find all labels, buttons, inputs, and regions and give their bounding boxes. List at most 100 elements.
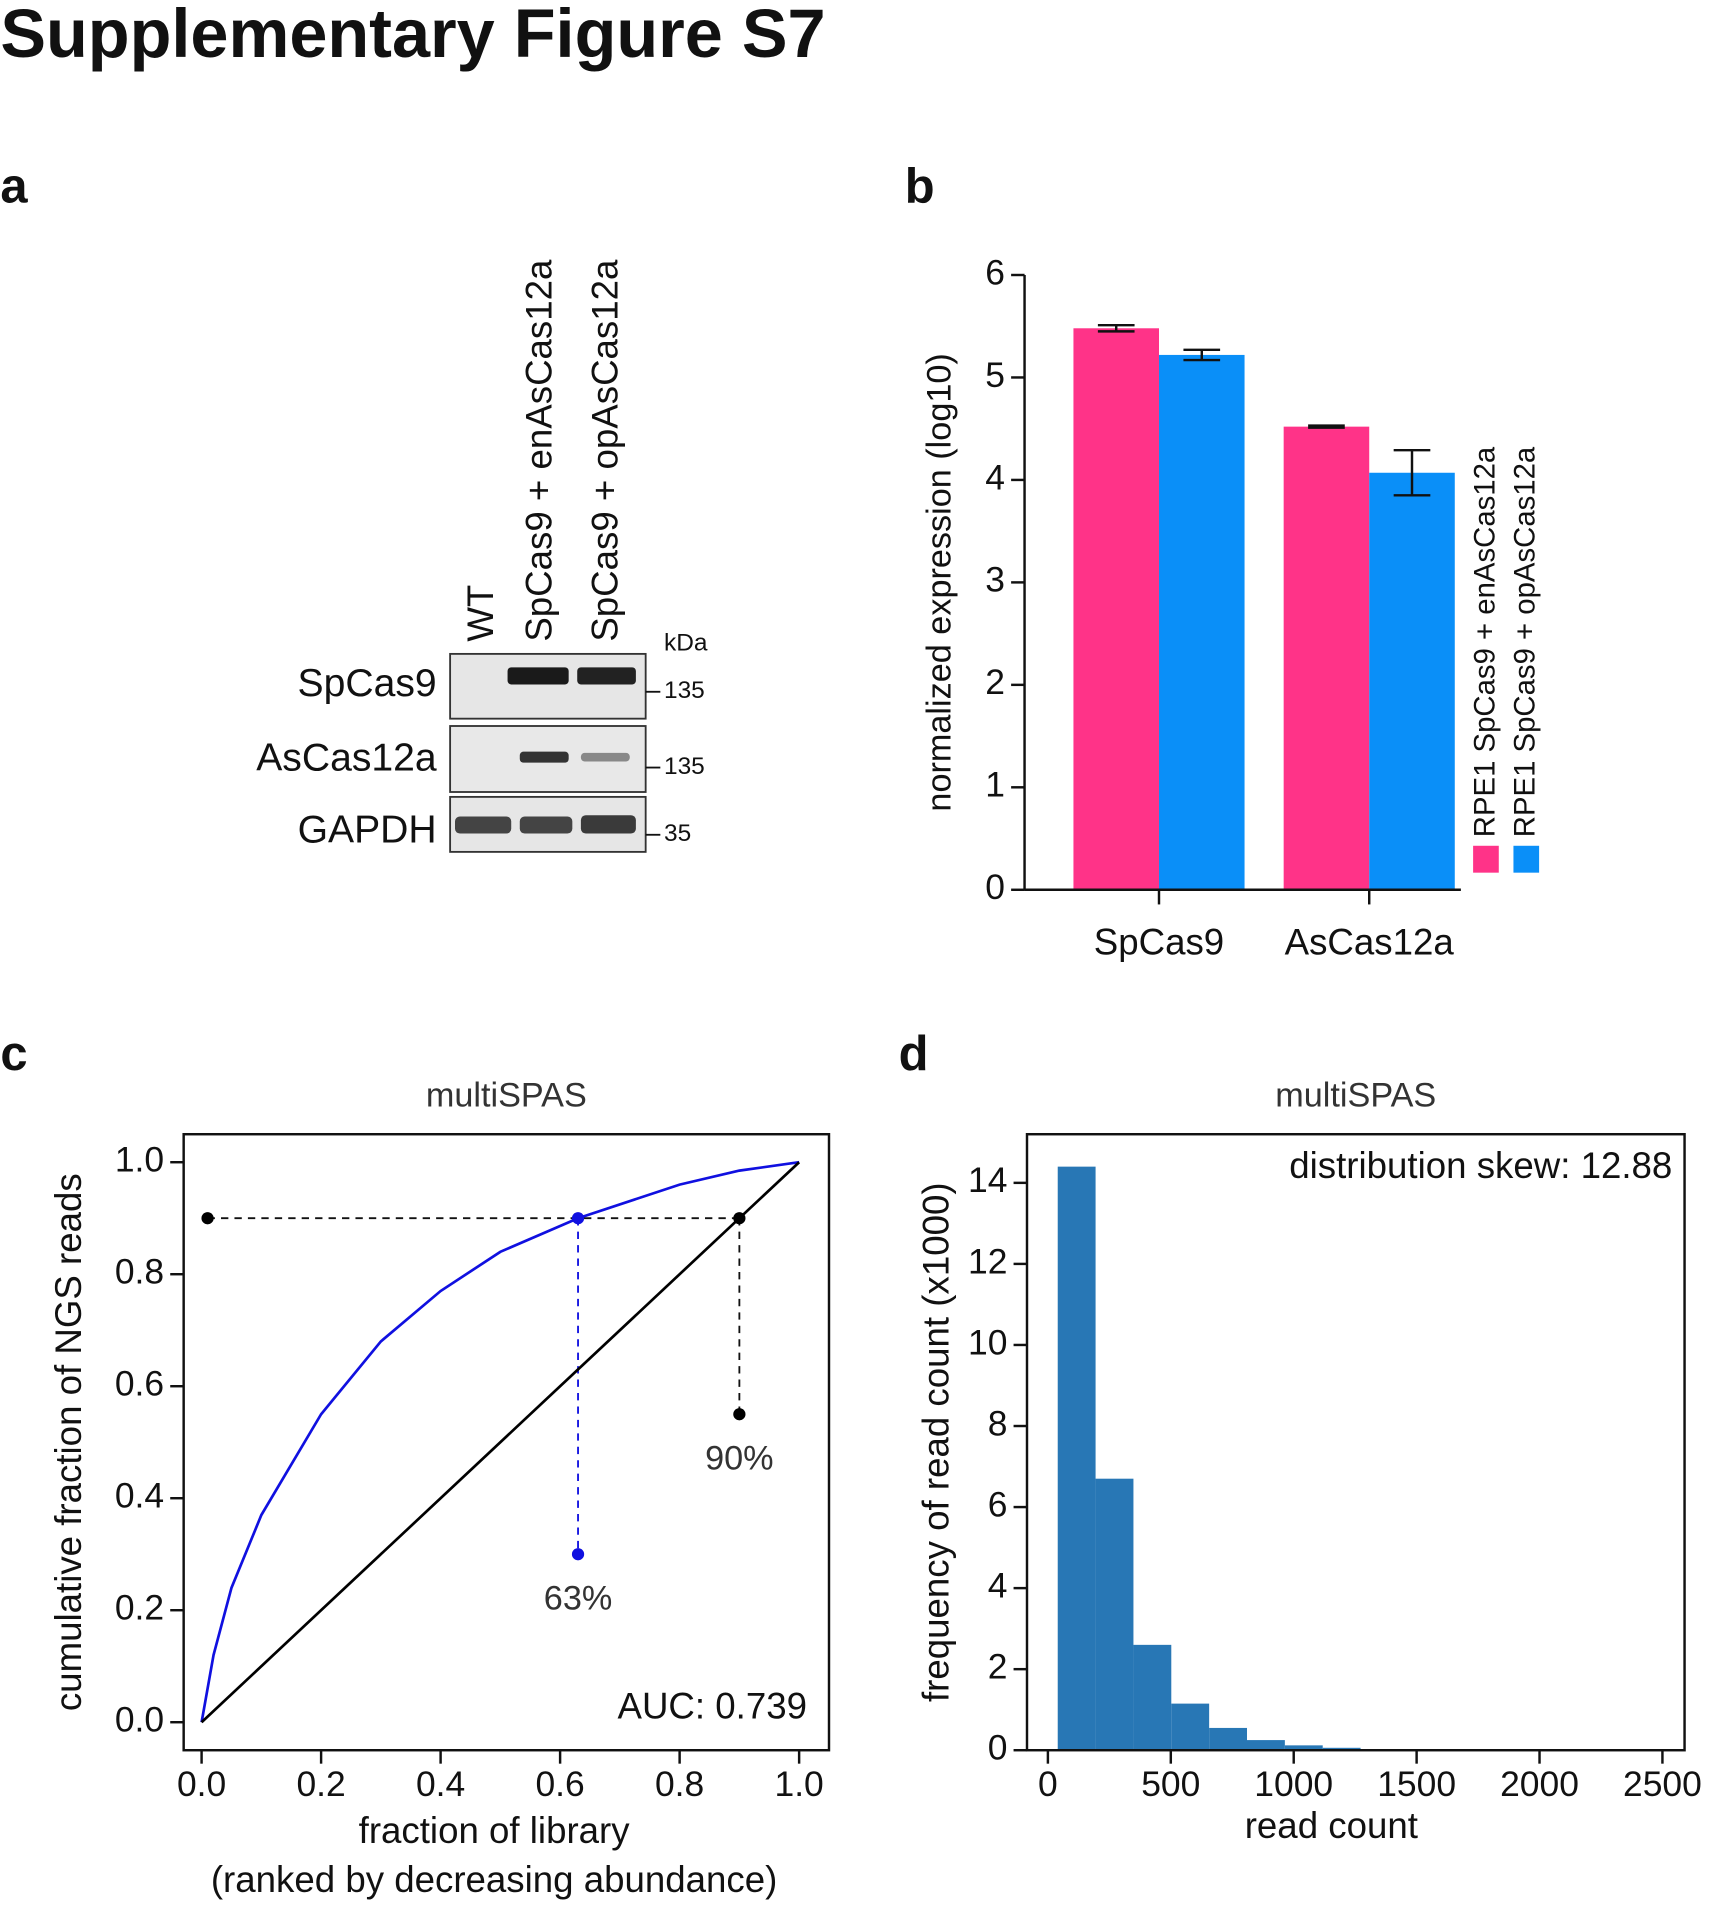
x-tick-label: 0.2 — [296, 1764, 345, 1804]
y-tick-label: 8 — [988, 1403, 1008, 1443]
x-tick-label: 0.0 — [177, 1764, 226, 1804]
x-tick-label: 0.6 — [535, 1764, 584, 1804]
legend-swatch — [1473, 845, 1499, 873]
plot-frame — [182, 1133, 831, 1752]
x-tick-label: 2000 — [1500, 1764, 1579, 1804]
line — [200, 1160, 800, 1723]
x-tick-label: AsCas12a — [1285, 921, 1455, 962]
y-tick-label: 14 — [968, 1160, 1007, 1200]
y-tick-label: 0.8 — [115, 1252, 164, 1292]
histogram-bar — [1284, 1745, 1323, 1751]
histogram-bar — [1057, 1166, 1096, 1751]
blot — [449, 652, 647, 720]
lane-label: WT — [460, 585, 501, 642]
lane-label: SpCas9 + opAsCas12a — [584, 259, 625, 642]
x-axis-label: fraction of library — [359, 1810, 631, 1851]
x-tick-label: SpCas9 — [1094, 921, 1224, 962]
blot-label: SpCas9 — [298, 662, 437, 705]
marker — [201, 1212, 214, 1225]
panel-letter: d — [899, 1027, 929, 1081]
blot-label: AsCas12a — [256, 737, 437, 780]
error-bar — [1393, 448, 1431, 497]
bar — [1073, 328, 1159, 890]
y-tick-label: 6 — [988, 1484, 1008, 1524]
x-tick-label: 1000 — [1254, 1764, 1333, 1804]
y-tick-label: 0 — [985, 867, 1005, 907]
panel-letter: b — [905, 159, 935, 213]
annotation: 90% — [705, 1440, 774, 1478]
annotation: 63% — [544, 1580, 613, 1618]
y-tick-label: 12 — [968, 1241, 1007, 1281]
error-bar — [1097, 323, 1135, 333]
y-tick-label: 1 — [985, 765, 1005, 805]
y-tick-label: 5 — [985, 355, 1005, 395]
histogram-bar — [1247, 1740, 1285, 1751]
bar — [1159, 354, 1245, 890]
marker — [571, 1548, 585, 1561]
y-tick-label: 2 — [988, 1647, 1008, 1687]
band — [507, 667, 569, 685]
marker — [571, 1212, 585, 1225]
y-tick-label: 1.0 — [115, 1140, 164, 1180]
marker-label: 135 — [664, 677, 705, 704]
y-tick-label: 4 — [985, 457, 1005, 497]
y-axis-label: cumulative fraction of NGS reads — [48, 1173, 89, 1711]
x-axis-label: (ranked by decreasing abundance) — [211, 1859, 778, 1900]
annotation: AUC: 0.739 — [618, 1685, 808, 1726]
band — [519, 816, 573, 834]
marker — [733, 1212, 746, 1225]
y-tick-label: 4 — [988, 1565, 1008, 1605]
y-tick-label: 10 — [968, 1322, 1007, 1362]
x-tick-label: 0 — [1038, 1764, 1058, 1804]
x-tick-label: 0.8 — [655, 1764, 704, 1804]
x-tick-label: 1.0 — [774, 1764, 823, 1804]
x-tick-label: 0.4 — [416, 1764, 465, 1804]
histogram-bar — [1133, 1644, 1172, 1751]
y-tick-label: 6 — [985, 252, 1005, 292]
histogram-bar — [1095, 1478, 1134, 1751]
band — [577, 667, 636, 685]
annotation: distribution skew: 12.88 — [1289, 1145, 1672, 1186]
band — [519, 751, 569, 763]
error-bar — [1183, 348, 1221, 362]
y-tick-label: 2 — [985, 662, 1005, 702]
x-tick-label: 2500 — [1623, 1764, 1702, 1804]
x-tick-label: 500 — [1141, 1764, 1200, 1804]
chart-title: multiSPAS — [426, 1077, 587, 1115]
y-tick-label: 0 — [988, 1728, 1008, 1768]
legend-label: RPE1 SpCas9 + opAsCas12a — [1509, 446, 1542, 837]
x-tick-label: 1500 — [1377, 1764, 1456, 1804]
line — [200, 1161, 801, 1724]
panel-letter: c — [0, 1027, 27, 1081]
y-tick-label: 3 — [985, 560, 1005, 600]
marker-label: 35 — [664, 820, 691, 847]
lane-label: SpCas9 + enAsCas12a — [518, 259, 559, 642]
bar — [1283, 426, 1370, 890]
histogram-bar — [1171, 1703, 1210, 1751]
legend-label: RPE1 SpCas9 + enAsCas12a — [1468, 446, 1501, 837]
y-tick-label: 0.2 — [115, 1588, 164, 1628]
y-axis-label: normalized expression (log10) — [920, 353, 958, 811]
legend-swatch — [1513, 845, 1540, 873]
plot-frame — [1025, 1133, 1686, 1752]
bar — [1369, 472, 1455, 890]
chart-title: multiSPAS — [1275, 1077, 1436, 1115]
panel-letter: a — [0, 159, 28, 213]
figure-title: Supplementary Figure S7 — [0, 0, 825, 72]
marker-label: 135 — [664, 753, 705, 780]
blot-panel: SpCas9 AsCas12a GAPDH 135 135 35 kDa WT … — [256, 259, 708, 853]
error-bar — [1308, 424, 1345, 429]
band — [580, 815, 636, 834]
band — [580, 752, 630, 762]
y-tick-label: 0.6 — [115, 1364, 164, 1404]
marker — [733, 1408, 746, 1421]
blot-label: GAPDH — [298, 809, 437, 852]
x-axis-label: read count — [1245, 1805, 1418, 1846]
histogram-bar — [1209, 1727, 1248, 1751]
band — [455, 816, 512, 834]
y-axis-label: frequency of read count (x1000) — [916, 1182, 957, 1702]
y-tick-label: 0.4 — [115, 1476, 164, 1516]
y-tick-label: 0.0 — [115, 1700, 164, 1740]
unit-label: kDa — [664, 630, 708, 657]
